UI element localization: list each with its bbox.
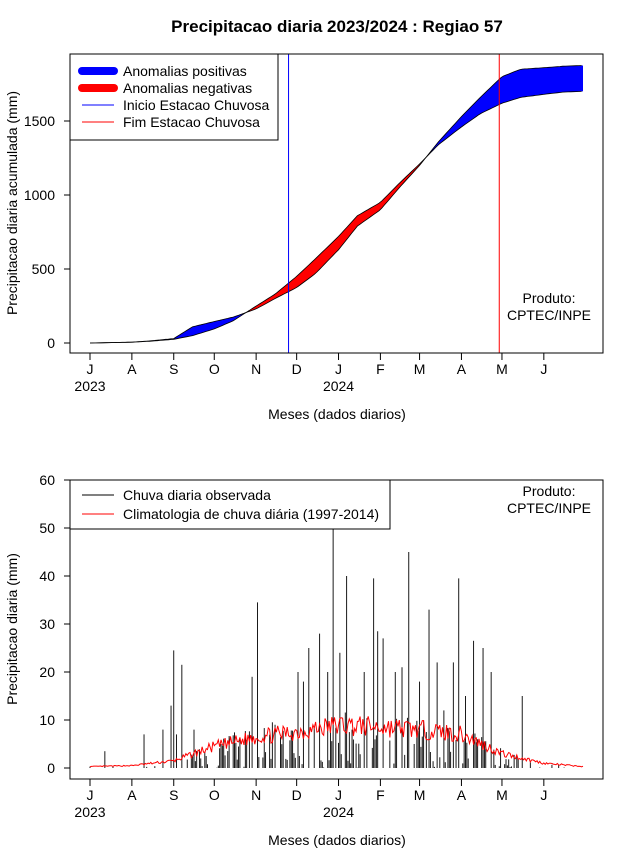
- legend-label-climatology: Climatologia de chuva diária (1997-2014): [123, 506, 379, 522]
- top-month-label-9: A: [457, 361, 467, 377]
- top-month-label-1: A: [127, 361, 137, 377]
- climatology-line-group: [89, 716, 584, 768]
- top-y-tick-label-500: 500: [32, 261, 56, 277]
- top-legend-box: [69, 53, 279, 141]
- top-month-label-10: M: [496, 361, 508, 377]
- top-month-label-8: M: [414, 361, 426, 377]
- legend-label-onset: Inicio Estacao Chuvosa: [123, 97, 270, 113]
- bottom-legend: Chuva diaria observada Climatologia de c…: [69, 479, 391, 530]
- bottom-y-tick-label-50: 50: [39, 520, 55, 536]
- climatology-daily-line: [89, 716, 584, 768]
- bottom-month-label-2: S: [169, 787, 178, 803]
- bottom-month-label-5: D: [292, 787, 302, 803]
- negative-anomaly-area-3: [246, 158, 425, 313]
- top-y-tick-label-1000: 1000: [24, 187, 55, 203]
- top-legend: Anomalias positivas Anomalias negativas …: [69, 53, 279, 141]
- bottom-month-label-7: F: [376, 787, 385, 803]
- legend-label-positive: Anomalias positivas: [123, 63, 247, 79]
- bottom-year-label-2023: 2023: [74, 804, 105, 820]
- bottom-month-label-0: J: [87, 787, 94, 803]
- legend-label-observed: Chuva diaria observada: [123, 487, 271, 503]
- bottom-y-tick-label-20: 20: [39, 664, 55, 680]
- legend-label-end: Fim Estacao Chuvosa: [123, 114, 260, 130]
- top-y-tick-label-1500: 1500: [24, 113, 55, 129]
- bottom-y-axis-label: Precipitacao diaria (mm): [4, 553, 20, 705]
- bottom-month-label-3: O: [209, 787, 220, 803]
- bottom-month-label-6: J: [335, 787, 342, 803]
- bottom-month-label-10: M: [496, 787, 508, 803]
- bottom-y-tick-label-60: 60: [39, 472, 55, 488]
- top-month-label-6: J: [335, 361, 342, 377]
- bottom-product-label: Produto:: [523, 483, 576, 499]
- top-month-label-4: N: [251, 361, 261, 377]
- top-month-label-11: J: [540, 361, 547, 377]
- bottom-month-label-8: M: [414, 787, 426, 803]
- bottom-product-source: CPTEC/INPE: [507, 500, 591, 516]
- top-month-label-7: F: [376, 361, 385, 377]
- top-month-label-3: O: [209, 361, 220, 377]
- bottom-y-axis: 0 10 20 30 40 50 60: [39, 472, 70, 776]
- bottom-month-label-9: A: [457, 787, 467, 803]
- accum-lines-group: [89, 54, 582, 353]
- bottom-month-label-1: A: [127, 787, 137, 803]
- bottom-y-tick-label-30: 30: [39, 616, 55, 632]
- observed-bars-group: [89, 528, 565, 768]
- top-product-source: CPTEC/INPE: [507, 307, 591, 323]
- top-month-label-2: S: [169, 361, 178, 377]
- bottom-legend-box: [69, 479, 391, 530]
- top-y-axis: 0 500 1000 1500: [24, 113, 70, 351]
- top-year-label-2024: 2024: [323, 378, 354, 394]
- bottom-year-label-2024: 2024: [323, 804, 354, 820]
- top-product-label: Produto:: [523, 290, 576, 306]
- bottom-y-tick-label-40: 40: [39, 568, 55, 584]
- bottom-y-tick-label-0: 0: [47, 760, 55, 776]
- bottom-month-label-4: N: [251, 787, 261, 803]
- top-year-label-2023: 2023: [74, 378, 105, 394]
- chart-title: Precipitacao diaria 2023/2024 : Regiao 5…: [171, 17, 503, 36]
- top-month-label-0: J: [87, 361, 94, 377]
- top-y-axis-label: Precipitacao diaria acumulada (mm): [4, 91, 20, 315]
- bottom-x-axis-label: Meses (dados diarios): [268, 832, 406, 848]
- bottom-y-tick-label-10: 10: [39, 712, 55, 728]
- top-x-axis-label: Meses (dados diarios): [268, 406, 406, 422]
- legend-label-negative: Anomalias negativas: [123, 80, 252, 96]
- top-plot-frame: [69, 53, 604, 354]
- bottom-month-label-11: J: [540, 787, 547, 803]
- top-y-tick-label-0: 0: [47, 335, 55, 351]
- positive-anomaly-area-4: [426, 65, 583, 157]
- top-month-label-5: D: [292, 361, 302, 377]
